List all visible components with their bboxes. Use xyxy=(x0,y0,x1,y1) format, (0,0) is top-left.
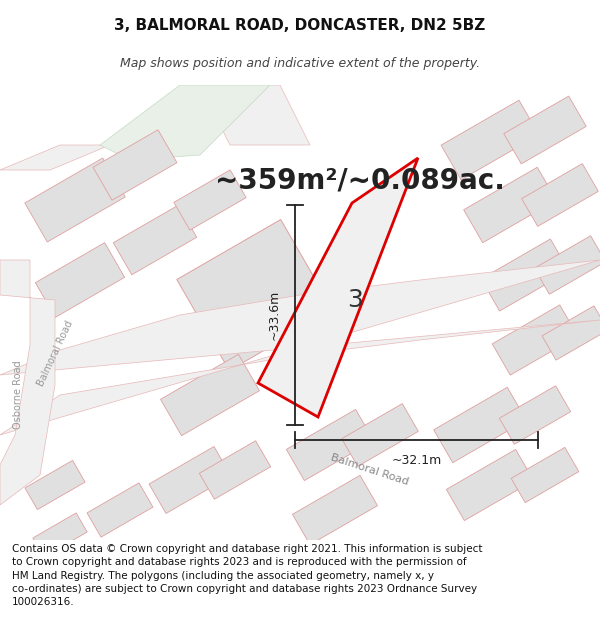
Polygon shape xyxy=(177,219,333,371)
Text: Osborne Road: Osborne Road xyxy=(13,361,23,429)
Polygon shape xyxy=(0,260,600,435)
Polygon shape xyxy=(492,305,578,375)
Polygon shape xyxy=(200,85,310,145)
Polygon shape xyxy=(292,476,377,544)
Polygon shape xyxy=(100,85,270,160)
Polygon shape xyxy=(25,461,85,509)
Polygon shape xyxy=(504,96,586,164)
Text: ~359m²/~0.089ac.: ~359m²/~0.089ac. xyxy=(215,166,505,194)
Text: 3: 3 xyxy=(347,288,363,312)
Text: Balmoral Road: Balmoral Road xyxy=(35,319,74,388)
Text: Map shows position and indicative extent of the property.: Map shows position and indicative extent… xyxy=(120,58,480,70)
Text: 3, BALMORAL ROAD, DONCASTER, DN2 5BZ: 3, BALMORAL ROAD, DONCASTER, DN2 5BZ xyxy=(115,18,485,33)
Polygon shape xyxy=(464,168,556,242)
Polygon shape xyxy=(199,441,271,499)
Polygon shape xyxy=(113,205,197,275)
Polygon shape xyxy=(446,449,533,521)
Polygon shape xyxy=(33,513,87,557)
Polygon shape xyxy=(481,239,569,311)
Text: Contains OS data © Crown copyright and database right 2021. This information is : Contains OS data © Crown copyright and d… xyxy=(12,544,482,607)
Polygon shape xyxy=(161,354,259,436)
Polygon shape xyxy=(0,145,110,170)
Polygon shape xyxy=(286,409,374,481)
Polygon shape xyxy=(258,158,418,417)
Polygon shape xyxy=(149,446,231,514)
Text: Balmoral Road: Balmoral Road xyxy=(330,452,410,488)
Polygon shape xyxy=(25,158,125,242)
Polygon shape xyxy=(499,386,571,444)
Polygon shape xyxy=(0,260,55,505)
Polygon shape xyxy=(535,236,600,294)
Polygon shape xyxy=(341,404,418,466)
Polygon shape xyxy=(87,483,153,537)
Polygon shape xyxy=(93,130,177,200)
Polygon shape xyxy=(35,242,125,318)
Polygon shape xyxy=(434,388,526,462)
Text: ~32.1m: ~32.1m xyxy=(391,454,442,467)
Polygon shape xyxy=(174,170,246,230)
Polygon shape xyxy=(542,306,600,360)
Polygon shape xyxy=(511,448,579,503)
Text: ~33.6m: ~33.6m xyxy=(268,290,281,340)
Polygon shape xyxy=(521,164,598,226)
Polygon shape xyxy=(441,100,539,180)
